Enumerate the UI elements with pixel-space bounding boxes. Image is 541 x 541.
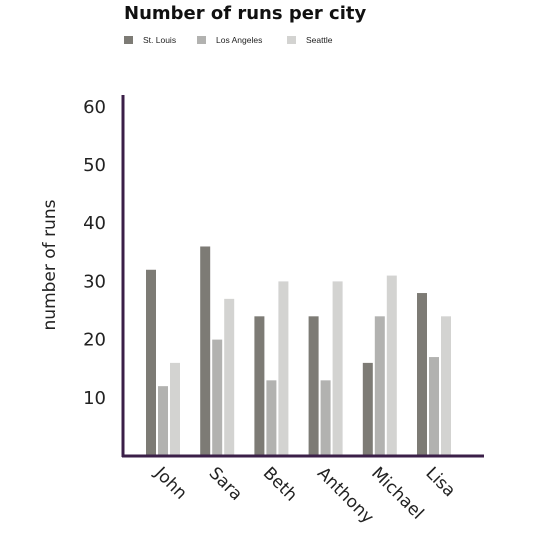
bar-anthony-seattle <box>333 281 343 456</box>
bar-sara-seattle <box>224 299 234 456</box>
x-tick-john: John <box>150 463 191 504</box>
y-tick-10: 10 <box>83 388 106 409</box>
legend-swatch-los-angeles <box>197 36 206 44</box>
legend-label-seattle: Seattle <box>306 35 333 45</box>
bar-john-seattle <box>170 363 180 456</box>
legend-label-st-louis: St. Louis <box>143 35 176 45</box>
y-tick-20: 20 <box>83 330 106 351</box>
bar-beth-seattle <box>278 281 288 456</box>
x-tick-lisa: Lisa <box>421 463 459 501</box>
y-tick-60: 60 <box>83 97 106 118</box>
bar-sara-st-louis <box>200 246 210 456</box>
bar-beth-los-angeles <box>266 380 276 456</box>
bar-lisa-seattle <box>441 316 451 456</box>
bar-michael-los-angeles <box>375 316 385 456</box>
legend-swatch-st-louis <box>124 36 133 44</box>
y-axis-ticks: 10 20 30 40 50 60 <box>83 97 106 409</box>
y-axis-label: number of runs <box>40 199 60 330</box>
x-tick-beth: Beth <box>259 463 301 505</box>
bar-john-st-louis <box>146 270 156 456</box>
bar-michael-seattle <box>387 276 397 456</box>
x-tick-sara: Sara <box>205 463 246 504</box>
legend-swatch-seattle <box>287 36 296 44</box>
legend-label-los-angeles: Los Angeles <box>216 35 262 45</box>
chart-title: Number of runs per city <box>124 3 367 24</box>
bar-sara-los-angeles <box>212 340 222 456</box>
bar-anthony-st-louis <box>309 316 319 456</box>
bar-anthony-los-angeles <box>321 380 331 456</box>
bar-john-los-angeles <box>158 386 168 456</box>
y-tick-30: 30 <box>83 271 106 292</box>
legend: St. Louis Los Angeles Seattle <box>124 35 333 45</box>
bar-michael-st-louis <box>363 363 373 456</box>
bar-beth-st-louis <box>254 316 264 456</box>
x-tick-anthony: Anthony <box>313 463 377 527</box>
y-tick-50: 50 <box>83 155 106 176</box>
bar-lisa-los-angeles <box>429 357 439 456</box>
bar-lisa-st-louis <box>417 293 427 456</box>
bars <box>146 246 451 456</box>
y-tick-40: 40 <box>83 213 106 234</box>
